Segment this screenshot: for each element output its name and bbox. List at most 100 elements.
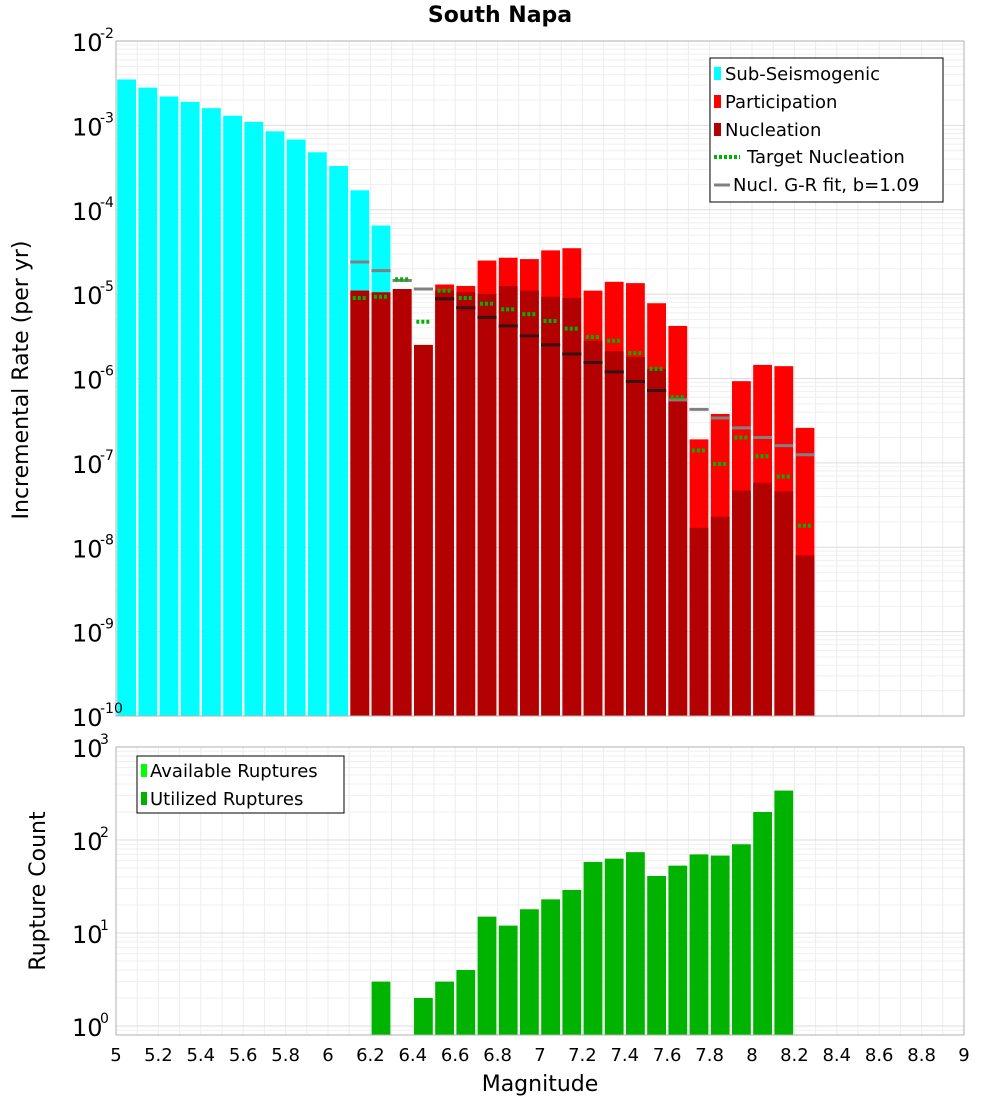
x-tick-label: 5.6 [229,1045,258,1066]
nucleation-bar [435,290,454,716]
legend-swatch-subseismogenic [714,67,721,80]
x-tick-label: 8.2 [780,1045,809,1066]
x-tick-label: 9 [958,1045,969,1066]
bottom-legend-box [136,755,345,814]
nucleation-bar [392,289,412,716]
legend-label-subseismogenic: Sub-Seismogenic [725,64,880,85]
nucleation-bar [498,285,518,716]
legend-swatch-participation [714,95,721,108]
nucleation-bar [541,296,560,716]
top-y-tick-exponent: -8 [100,532,114,548]
nucleation-bar [604,351,624,716]
top-y-tick-exponent: -7 [100,448,114,464]
x-tick-label: 6 [322,1045,333,1066]
sub-seismogenic-bar [308,152,327,716]
bottom-panel-y-axis-label: Rupture Count [26,811,51,971]
utilized-ruptures-bar [689,854,709,1035]
nucleation-bar [371,292,391,716]
nucleation-bar [583,340,603,716]
top-panel-frame [115,40,965,717]
bottom-y-tick-exponent: 3 [100,732,109,748]
top-y-tick-exponent: -2 [100,26,114,42]
top-y-tick-exponent: -3 [100,110,114,126]
x-tick-label: 6.8 [483,1045,512,1066]
utilized-ruptures-bar [520,909,539,1035]
utilized-ruptures-bar [668,865,688,1035]
nucleation-bar [626,356,645,716]
nucleation-bar [456,292,476,716]
top-y-tick-exponent: -9 [100,617,114,633]
top-y-tick-label: 10 [72,282,103,310]
legend-swatch-nucleation [714,123,721,136]
utilized-ruptures-bar [414,997,433,1035]
x-tick-label: 7.6 [653,1045,682,1066]
nucleation-bar [795,555,815,716]
x-tick-label: 6.6 [441,1045,470,1066]
bottom-y-tick-label: 10 [72,735,103,763]
sub-seismogenic-bar [244,121,264,716]
nucleation-bar [668,401,688,716]
bottom-y-tick-exponent: 0 [100,1011,109,1027]
x-tick-label: 6.4 [398,1045,427,1066]
bottom-panel-grid [115,747,965,1036]
utilized-ruptures-bar [604,858,624,1035]
x-tick-label: 5.8 [271,1045,300,1066]
x-tick-label: 8.4 [822,1045,851,1066]
bottom-y-tick-label: 10 [72,1014,103,1042]
top-legend: Sub-Seismogenic Participation Nucleation… [709,57,944,203]
nucleation-bar [647,368,666,716]
nucleation-bar [520,290,539,716]
nucleation-bar [477,294,497,716]
utilized-ruptures-bar [562,889,582,1035]
bottom-panel-x-ticks: 5 5.2 5.4 5.6 5.8 6 6.2 6.4 6.6 6.8 7 7.2 7.4 7.6 7.8 8… [110,1045,969,1066]
top-y-tick-label: 10 [72,620,103,648]
utilized-ruptures-bar [456,969,476,1035]
x-tick-label: 7 [534,1045,545,1066]
top-panel-lines [350,260,815,528]
bottom-y-tick-exponent: 2 [100,825,109,841]
nucleation-bar [414,344,433,716]
bottom-panel-frame [115,746,965,1036]
top-y-tick-label: 10 [72,113,103,141]
sub-seismogenic-bar [138,87,158,716]
bottom-y-tick-label: 10 [72,828,103,856]
x-tick-label: 7.4 [610,1045,639,1066]
sub-seismogenic-bar [117,79,136,717]
top-panel-bars [117,79,815,717]
x-axis-label: Magnitude [482,1072,599,1097]
x-tick-label: 8.8 [907,1045,936,1066]
utilized-ruptures-bar [710,855,730,1035]
nucleation-bar [710,516,730,716]
utilized-ruptures-bar [477,916,497,1035]
nucleation-bar [753,482,772,716]
sub-seismogenic-bar [180,101,200,716]
x-tick-label: 7.8 [695,1045,724,1066]
top-y-tick-exponent: -6 [100,364,114,380]
utilized-ruptures-bar [626,852,645,1035]
utilized-ruptures-bar [435,981,454,1035]
top-y-tick-label: 10 [72,367,103,395]
nucleation-bar [774,491,794,716]
bottom-y-tick-exponent: 1 [100,918,109,934]
top-y-tick-label: 10 [72,29,103,57]
nucleation-bar [732,490,751,716]
nucleation-bar [350,290,370,716]
top-y-tick-label: 10 [72,198,103,226]
x-tick-label: 5 [110,1045,121,1066]
top-panel-y-axis-label: Incremental Rate (per yr) [9,241,34,520]
x-tick-label: 5.4 [186,1045,215,1066]
sub-seismogenic-bar [329,166,348,717]
sub-seismogenic-bar [159,96,179,716]
top-legend-box [709,57,944,203]
top-y-tick-label: 10 [72,451,103,479]
legend-label-participation: Participation [725,92,837,113]
x-tick-label: 8 [746,1045,757,1066]
legend-label-utilized: Utilized Ruptures [150,789,303,810]
utilized-ruptures-bar [371,981,391,1035]
sub-seismogenic-bar [265,131,285,717]
nucleation-bar [689,527,709,716]
legend-label-nucleation: Nucleation [725,120,821,141]
